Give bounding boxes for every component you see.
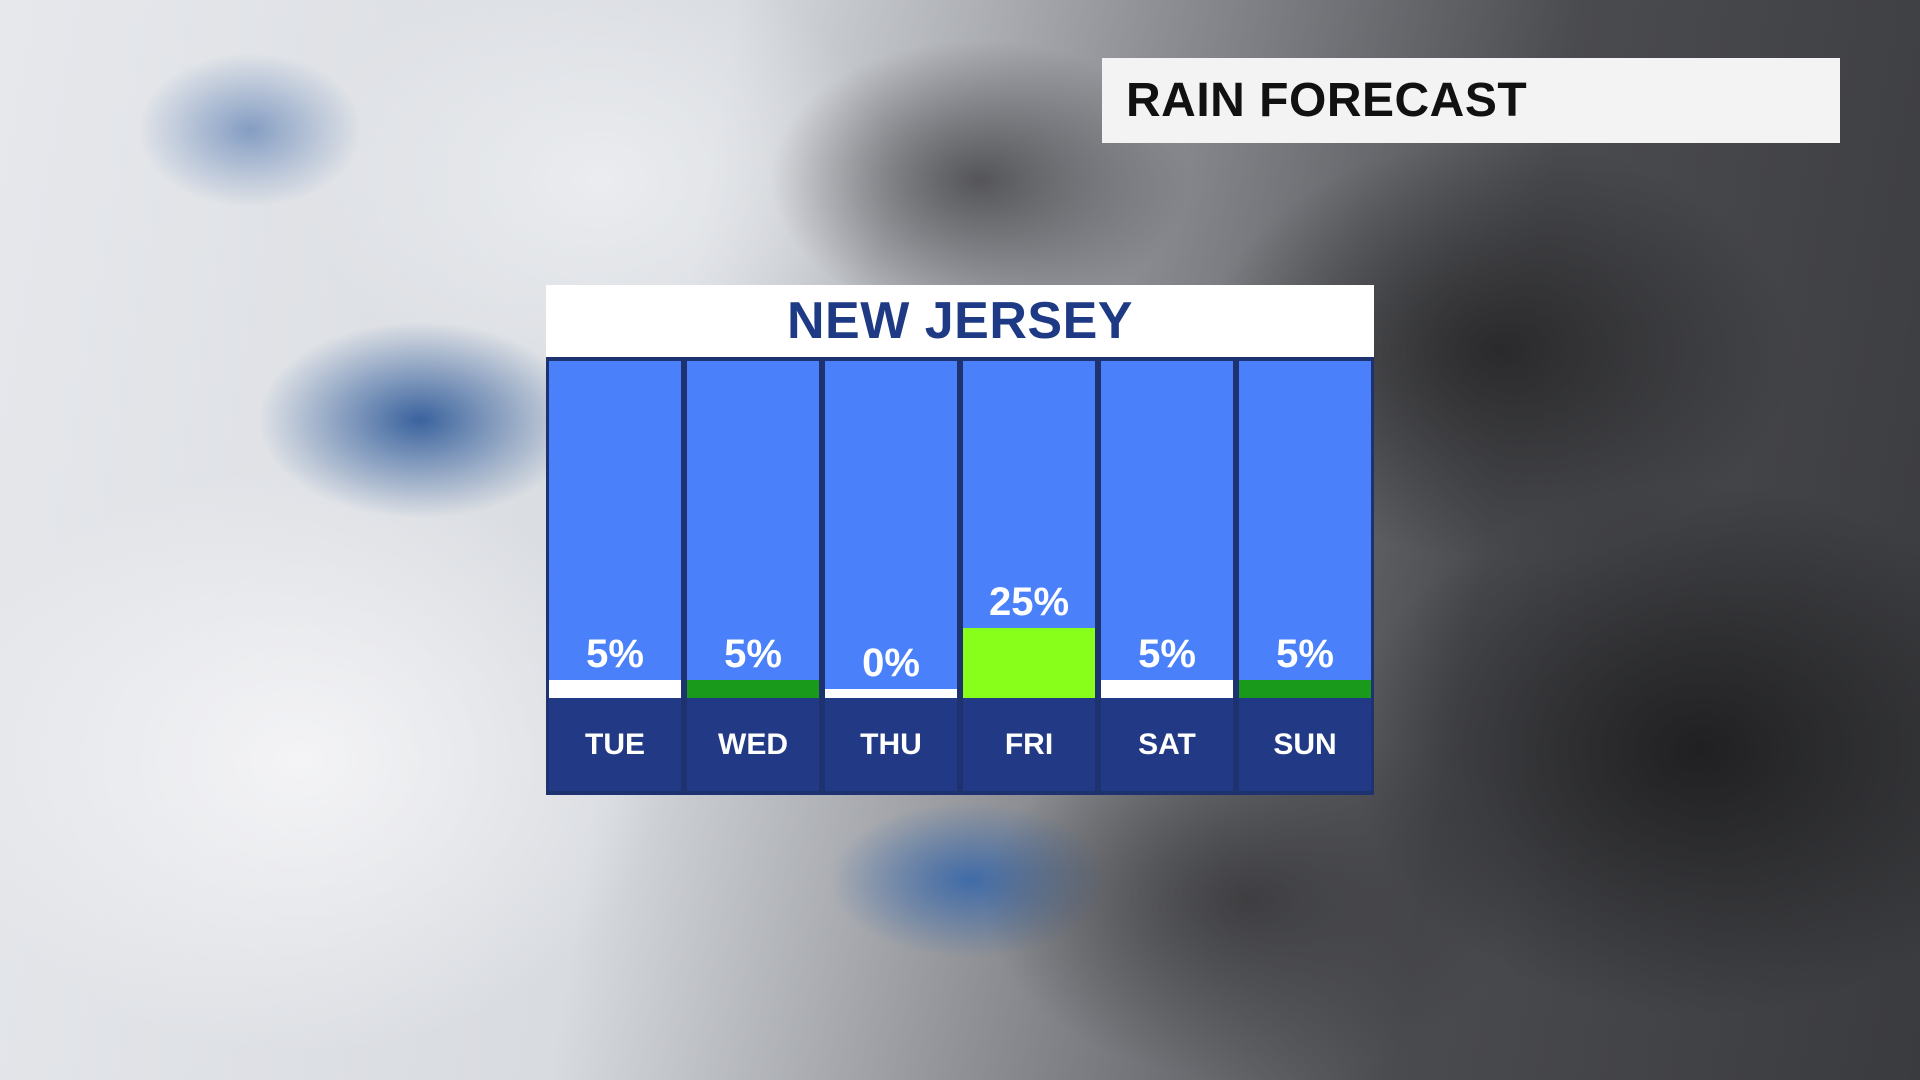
day-label: SUN [1239, 698, 1371, 791]
bar [549, 680, 681, 698]
bar-background [1101, 361, 1233, 698]
bar [687, 680, 819, 698]
bar-column-fri: 25% FRI [963, 361, 1095, 791]
bar-background [687, 361, 819, 698]
forecast-panel: NEW JERSEY 5% TUE 5% WED 0% THU 25% FRI 5% SAT 5% S… [546, 285, 1374, 795]
bar [1101, 680, 1233, 698]
bar-value-label: 5% [724, 632, 782, 676]
day-label: FRI [963, 698, 1095, 791]
bar [825, 689, 957, 698]
bar-column-sat: 5% SAT [1101, 361, 1233, 791]
bar [1239, 680, 1371, 698]
day-label: TUE [549, 698, 681, 791]
bar-column-thu: 0% THU [825, 361, 957, 791]
bar-background [825, 361, 957, 698]
day-label: WED [687, 698, 819, 791]
bar-value-label: 5% [1138, 632, 1196, 676]
bar [963, 628, 1095, 698]
bar-column-wed: 5% WED [687, 361, 819, 791]
title-banner: RAIN FORECAST [1102, 58, 1840, 143]
bar-background [1239, 361, 1371, 698]
region-title: NEW JERSEY [787, 292, 1133, 350]
panel-header: NEW JERSEY [546, 285, 1374, 357]
bar-value-label: 0% [862, 641, 920, 685]
bar-column-tue: 5% TUE [549, 361, 681, 791]
bar-value-label: 5% [586, 632, 644, 676]
graphic-title: RAIN FORECAST [1126, 74, 1528, 127]
day-label: SAT [1101, 698, 1233, 791]
day-label: THU [825, 698, 957, 791]
bar-value-label: 5% [1276, 632, 1334, 676]
bar-background [549, 361, 681, 698]
bar-value-label: 25% [988, 580, 1070, 624]
bar-column-sun: 5% SUN [1239, 361, 1371, 791]
bar-chart: 5% TUE 5% WED 0% THU 25% FRI 5% SAT 5% SUN [546, 357, 1374, 795]
